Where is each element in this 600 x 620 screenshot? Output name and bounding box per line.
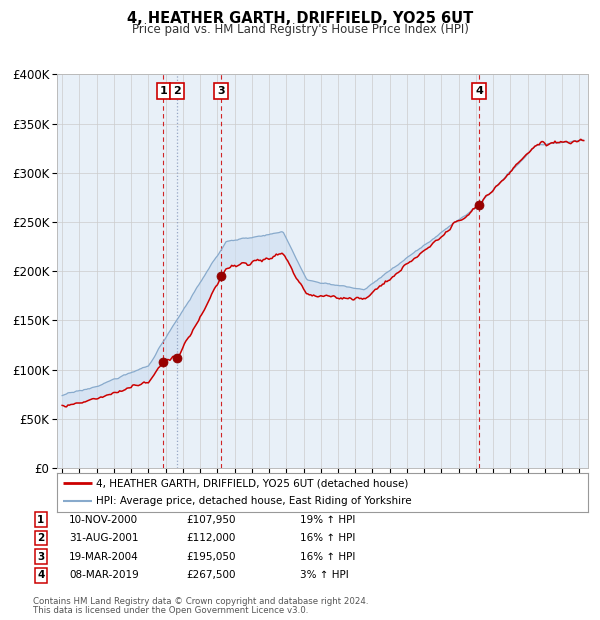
Text: £107,950: £107,950 [186,515,235,525]
Text: 4: 4 [37,570,44,580]
Text: 1: 1 [37,515,44,525]
Text: Price paid vs. HM Land Registry's House Price Index (HPI): Price paid vs. HM Land Registry's House … [131,23,469,36]
Text: 31-AUG-2001: 31-AUG-2001 [69,533,139,543]
Text: 4, HEATHER GARTH, DRIFFIELD, YO25 6UT: 4, HEATHER GARTH, DRIFFIELD, YO25 6UT [127,11,473,26]
Text: £112,000: £112,000 [186,533,235,543]
Text: 4: 4 [475,86,483,96]
Text: This data is licensed under the Open Government Licence v3.0.: This data is licensed under the Open Gov… [33,606,308,615]
Text: 10-NOV-2000: 10-NOV-2000 [69,515,138,525]
Text: HPI: Average price, detached house, East Riding of Yorkshire: HPI: Average price, detached house, East… [96,496,412,506]
Text: 19-MAR-2004: 19-MAR-2004 [69,552,139,562]
Text: 3% ↑ HPI: 3% ↑ HPI [300,570,349,580]
Text: 2: 2 [173,86,181,96]
Text: 1: 1 [160,86,167,96]
Text: 4, HEATHER GARTH, DRIFFIELD, YO25 6UT (detached house): 4, HEATHER GARTH, DRIFFIELD, YO25 6UT (d… [96,479,408,489]
Text: 2: 2 [37,533,44,543]
Text: Contains HM Land Registry data © Crown copyright and database right 2024.: Contains HM Land Registry data © Crown c… [33,597,368,606]
Text: £267,500: £267,500 [186,570,235,580]
Text: 16% ↑ HPI: 16% ↑ HPI [300,552,355,562]
Text: 19% ↑ HPI: 19% ↑ HPI [300,515,355,525]
Text: 3: 3 [37,552,44,562]
Text: 08-MAR-2019: 08-MAR-2019 [69,570,139,580]
Text: 3: 3 [217,86,225,96]
Text: £195,050: £195,050 [186,552,235,562]
Text: 16% ↑ HPI: 16% ↑ HPI [300,533,355,543]
